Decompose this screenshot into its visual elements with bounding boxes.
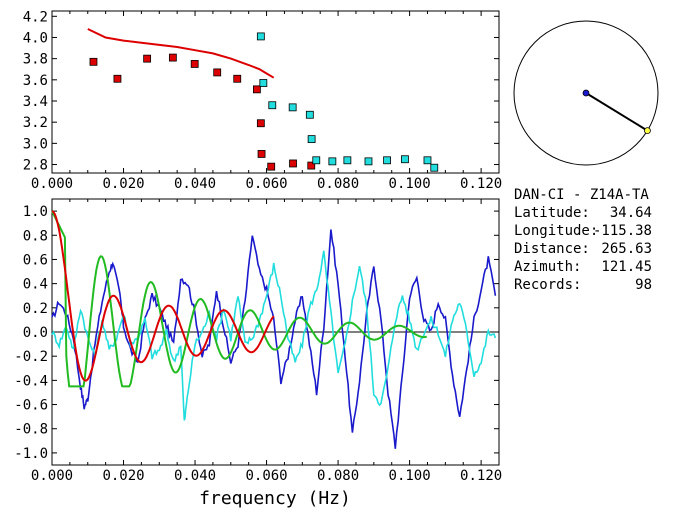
dispersion-x-tick-label: 0.060 bbox=[245, 176, 287, 192]
dispersion-y-tick-label: 3.8 bbox=[23, 52, 48, 68]
dispersion-data bbox=[87, 28, 439, 172]
correlation-x-tick-label: 0.060 bbox=[245, 468, 287, 484]
cyan-data-point bbox=[364, 157, 373, 166]
dispersion-x-tick-label: 0.020 bbox=[102, 176, 144, 192]
correlation-x-axis: 0.000 0.020 0.040 0.060 0.080 0.100 0.120 bbox=[31, 199, 502, 484]
latitude-label: Latitude: bbox=[514, 205, 590, 221]
correlation-x-tick-label: 0.120 bbox=[460, 468, 502, 484]
correlation-x-tick-label: 0.040 bbox=[174, 468, 216, 484]
red-data-point bbox=[89, 57, 98, 66]
red-data-point bbox=[143, 54, 152, 63]
cyan-data-point bbox=[259, 79, 268, 87]
correlation-y-axis: 1.0 0.8 0.6 0.4 0.2 0.0 -0.2 -0.4 -0.6 -0.8 -1.0 bbox=[14, 204, 499, 462]
red-data-point bbox=[233, 74, 242, 83]
dispersion-y-tick-label: 2.8 bbox=[23, 158, 48, 174]
correlation-y-tick-label: 0.6 bbox=[23, 252, 48, 268]
correlation-y-tick-label: 0.2 bbox=[23, 301, 48, 317]
correlation-x-tick-label: 0.000 bbox=[31, 468, 73, 484]
correlation-x-tick-label: 0.080 bbox=[317, 468, 359, 484]
dispersion-panel: 2.8 3.0 3.2 3.4 3.6 3.8 4.0 4.2 0.000 0.020 0.040… bbox=[23, 9, 502, 192]
red-data-point bbox=[213, 68, 222, 77]
dispersion-plot-frame bbox=[51, 10, 500, 174]
distance-value: 265.63 bbox=[601, 241, 652, 257]
cyan-data-point bbox=[430, 163, 439, 172]
red-data-point bbox=[190, 60, 199, 68]
green-correlation-line bbox=[51, 210, 427, 388]
dispersion-y-tick-label: 3.2 bbox=[23, 115, 48, 131]
cyan-data-point bbox=[383, 156, 391, 165]
longitude-label: Longitude: bbox=[514, 223, 598, 239]
cyan-data-point bbox=[256, 32, 265, 41]
correlation-y-tick-label: -0.8 bbox=[14, 422, 48, 438]
dispersion-y-tick-label: 4.2 bbox=[23, 9, 48, 25]
correlation-x-tick-label: 0.100 bbox=[389, 468, 431, 484]
cyan-data-point bbox=[312, 156, 321, 165]
correlation-panel: 1.0 0.8 0.6 0.4 0.2 0.0 -0.2 -0.4 -0.6 -0.8 -1.0 0… bbox=[14, 198, 502, 509]
cyan-data-point bbox=[288, 103, 297, 112]
dispersion-y-axis: 2.8 3.0 3.2 3.4 3.6 3.8 4.0 4.2 bbox=[23, 9, 499, 174]
azimuth-circle bbox=[513, 20, 659, 166]
red-data-point bbox=[257, 150, 266, 158]
correlation-y-tick-label: 0.0 bbox=[23, 325, 48, 341]
azimuth-value: 121.45 bbox=[601, 259, 652, 275]
correlation-y-tick-label: -0.6 bbox=[14, 398, 48, 414]
red-data-point bbox=[256, 119, 265, 128]
station-pair: DAN-CI - Z14A-TA bbox=[514, 187, 649, 203]
cyan-data-point bbox=[343, 156, 352, 165]
cyan-correlation-line bbox=[51, 250, 497, 421]
azimuth-line bbox=[585, 92, 648, 132]
latitude-value: 34.64 bbox=[610, 205, 652, 221]
remote-station-dot bbox=[644, 127, 651, 135]
records-value: 98 bbox=[635, 277, 652, 293]
azimuth-diagram bbox=[513, 20, 659, 166]
red-data-point bbox=[113, 74, 122, 83]
dispersion-x-tick-label: 0.100 bbox=[389, 176, 431, 192]
cyan-data-point bbox=[328, 157, 337, 166]
cyan-data-point bbox=[423, 156, 432, 165]
cyan-data-point bbox=[305, 110, 314, 119]
dispersion-y-tick-label: 3.6 bbox=[23, 73, 48, 89]
red-data-point bbox=[253, 85, 261, 94]
dispersion-x-axis: 0.000 0.020 0.040 0.060 0.080 0.100 0.120 bbox=[31, 11, 502, 192]
dispersion-x-tick-label: 0.080 bbox=[317, 176, 359, 192]
azimuth-label: Azimuth: bbox=[514, 259, 581, 275]
correlation-y-tick-label: -0.2 bbox=[14, 349, 48, 365]
distance-label: Distance: bbox=[514, 241, 590, 257]
red-correlation-line bbox=[51, 210, 275, 382]
correlation-y-tick-label: 0.8 bbox=[23, 228, 48, 244]
phase-velocity-prediction-line bbox=[87, 28, 275, 79]
cyan-data-point bbox=[268, 101, 277, 110]
dispersion-y-tick-label: 4.0 bbox=[23, 30, 48, 46]
cyan-data-point bbox=[307, 135, 316, 144]
station-info: DAN-CI - Z14A-TA Latitude: 34.64 Longitu… bbox=[514, 187, 652, 293]
correlation-y-tick-label: -1.0 bbox=[14, 446, 48, 462]
center-station-dot bbox=[582, 89, 590, 97]
longitude-value: -115.38 bbox=[593, 223, 652, 239]
dispersion-y-tick-label: 3.4 bbox=[23, 94, 48, 110]
red-data-point bbox=[168, 53, 177, 62]
correlation-x-tick-label: 0.020 bbox=[102, 468, 144, 484]
red-data-point bbox=[289, 159, 297, 168]
x-axis-title: frequency (Hz) bbox=[199, 488, 351, 509]
correlation-y-tick-label: -0.4 bbox=[14, 373, 48, 389]
dispersion-y-tick-label: 3.0 bbox=[23, 136, 48, 152]
dispersion-x-tick-label: 0.040 bbox=[174, 176, 216, 192]
correlation-y-tick-label: 0.4 bbox=[23, 277, 48, 293]
correlation-series bbox=[51, 210, 497, 449]
red-data-point bbox=[307, 161, 316, 170]
blue-correlation-line bbox=[51, 229, 497, 449]
cyan-data-point bbox=[401, 155, 409, 164]
records-label: Records: bbox=[514, 277, 581, 293]
dispersion-x-tick-label: 0.000 bbox=[31, 176, 73, 192]
correlation-y-tick-label: 1.0 bbox=[23, 204, 48, 220]
red-data-point bbox=[267, 162, 276, 171]
dispersion-x-tick-label: 0.120 bbox=[460, 176, 502, 192]
